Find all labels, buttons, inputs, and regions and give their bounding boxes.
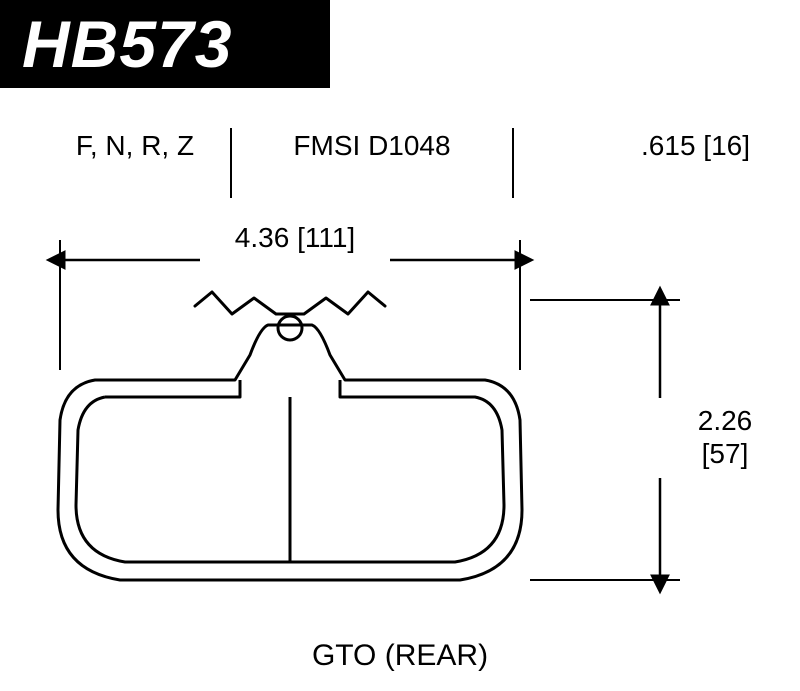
product-label: GTO (REAR): [0, 639, 800, 673]
brake-pad-diagram: [0, 0, 800, 691]
